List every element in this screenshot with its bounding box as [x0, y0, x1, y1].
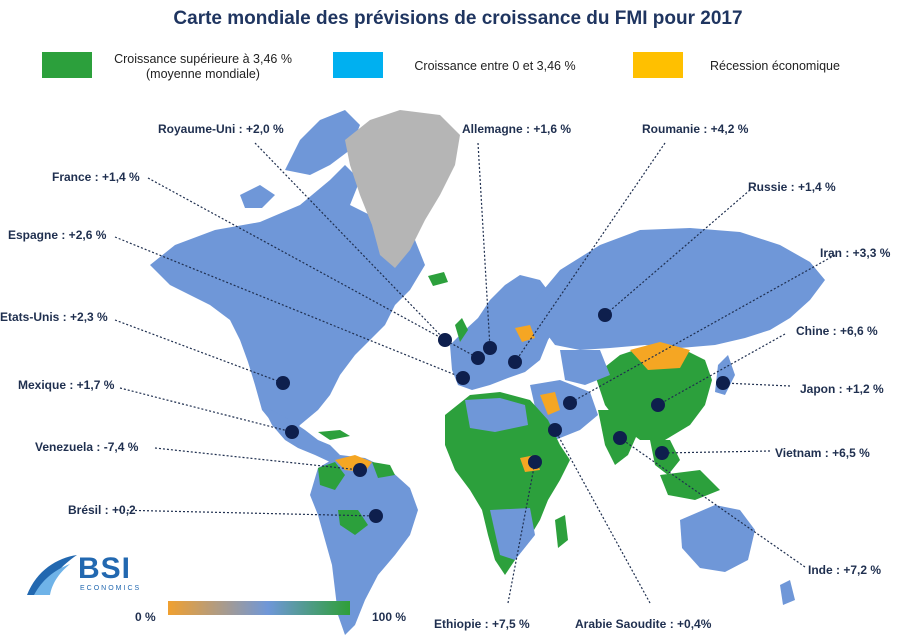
- map-title: Carte mondiale des prévisions de croissa…: [173, 8, 743, 29]
- land-south-america: [310, 455, 418, 635]
- label-ethiopie: Ethiopie : +7,5 %: [434, 617, 530, 631]
- legend-label-high-growth: Croissance supérieure à 3,46 % (moyenne …: [98, 52, 308, 82]
- label-mexique: Mexique : +1,7 %: [18, 378, 115, 392]
- marker-etats-unis: [276, 376, 290, 390]
- marker-russie: [598, 308, 612, 322]
- legend-label-high-growth-line2: (moyenne mondiale): [146, 67, 260, 81]
- label-japon: Japon : +1,2 %: [800, 382, 884, 396]
- marker-chine: [651, 398, 665, 412]
- land-colombia: [318, 462, 345, 490]
- land-iraq: [540, 392, 560, 415]
- land-arctic-islands: [240, 110, 410, 208]
- scale-min-label: 0 %: [135, 610, 156, 624]
- land-caribbean: [318, 430, 350, 440]
- label-roumanie: Roumanie : +4,2 %: [642, 122, 749, 136]
- label-royaume-uni: Royaume-Uni : +2,0 %: [158, 122, 284, 136]
- land-new-zealand: [780, 580, 795, 605]
- land-sahara: [465, 398, 528, 432]
- bsi-logo-icon: [27, 555, 77, 595]
- land-madagascar: [555, 515, 568, 548]
- label-russie: Russie : +1,4 %: [748, 180, 836, 194]
- leader-lines: [114, 142, 836, 604]
- marker-allemagne: [483, 341, 497, 355]
- label-france: France : +1,4 %: [52, 170, 140, 184]
- label-inde: Inde : +7,2 %: [808, 563, 882, 577]
- logo-name: BSI: [78, 552, 132, 585]
- marker-vietnam: [655, 446, 669, 460]
- label-espagne: Espagne : +2,6 %: [8, 228, 107, 242]
- land-greenland: [345, 110, 460, 268]
- label-venezuela: Venezuela : -7,4 %: [35, 440, 139, 454]
- marker-mexique: [285, 425, 299, 439]
- land-guianas: [372, 462, 395, 478]
- land-mexico: [262, 405, 340, 462]
- marker-bresil: [369, 509, 383, 523]
- logo-subtitle: ECONOMICS: [80, 585, 142, 592]
- label-chine: Chine : +6,6 %: [796, 324, 878, 338]
- marker-japon: [716, 376, 730, 390]
- marker-france: [471, 351, 485, 365]
- scale-max-label: 100 %: [372, 610, 407, 624]
- land-australia: [680, 505, 755, 572]
- legend-swatch-moderate-growth: [333, 52, 383, 78]
- land-bolivia-peru: [338, 510, 368, 535]
- marker-iran: [563, 396, 577, 410]
- legend-label-moderate-growth: Croissance entre 0 et 3,46 %: [414, 59, 576, 73]
- land-uk: [455, 318, 468, 342]
- scale-gradient-bar: [168, 601, 350, 615]
- marker-espagne: [456, 371, 470, 385]
- label-arabie-saoudite: Arabie Saoudite : +0,4%: [575, 617, 712, 631]
- label-allemagne: Allemagne : +1,6 %: [462, 122, 572, 136]
- legend-swatch-recession: [633, 52, 683, 78]
- label-etats-unis: Etats-Unis : +2,3 %: [0, 310, 108, 324]
- land-ukraine: [515, 325, 535, 342]
- marker-arabie-saoudite: [548, 423, 562, 437]
- label-bresil: Brésil : +0,2: [68, 503, 136, 517]
- marker-ethiopie: [528, 455, 542, 469]
- land-russia: [535, 228, 825, 350]
- marker-venezuela: [353, 463, 367, 477]
- legend-swatch-high-growth: [42, 52, 92, 78]
- land-mongolia: [630, 342, 690, 370]
- legend-label-high-growth-line1: Croissance supérieure à 3,46 %: [114, 52, 292, 66]
- marker-roumanie: [508, 355, 522, 369]
- land-north-america: [150, 165, 425, 440]
- legend-label-recession: Récession économique: [710, 59, 840, 73]
- marker-inde: [613, 431, 627, 445]
- label-iran: Iran : +3,3 %: [820, 246, 891, 260]
- land-africa: [445, 392, 570, 575]
- land-iceland: [428, 272, 448, 286]
- label-vietnam: Vietnam : +6,5 %: [775, 446, 870, 460]
- land-southern-africa: [490, 508, 535, 560]
- marker-royaume-uni: [438, 333, 452, 347]
- land-central-asia: [560, 350, 610, 385]
